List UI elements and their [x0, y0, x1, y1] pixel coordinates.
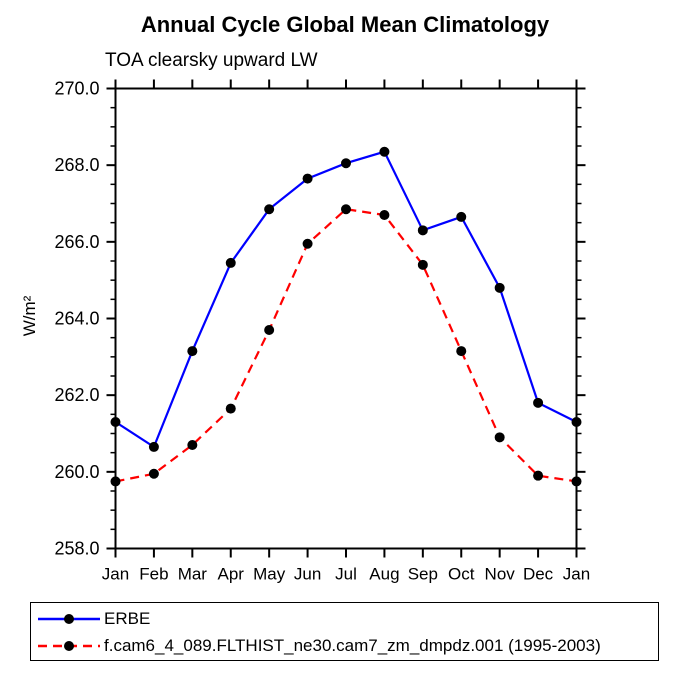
- y-tick-label: 270.0: [54, 79, 99, 99]
- x-tick-label: Apr: [218, 565, 245, 584]
- data-point-marker: [225, 257, 236, 268]
- data-point-marker: [110, 417, 121, 427]
- data-point-marker: [341, 158, 351, 169]
- data-point-marker: [456, 211, 467, 222]
- data-point-marker: [533, 470, 544, 481]
- x-tick-label: Aug: [369, 565, 399, 584]
- x-tick-label: May: [253, 565, 286, 584]
- x-tick-label: Nov: [485, 565, 516, 584]
- data-point-marker: [302, 173, 313, 184]
- x-tick-label: Jan: [563, 565, 590, 584]
- data-point-marker: [456, 346, 467, 357]
- data-point-marker: [148, 468, 159, 479]
- data-point-marker: [417, 259, 428, 270]
- data-point-marker: [417, 225, 428, 236]
- erbe-line: [114, 150, 577, 449]
- model-line: [115, 208, 577, 483]
- legend-label-model: f.cam6_4_089.FLTHIST_ne30.cam7_zm_dmpdz.…: [104, 636, 601, 656]
- x-tick-label: Jun: [294, 565, 321, 584]
- legend-marker-icon: [64, 613, 74, 624]
- data-point-marker: [494, 432, 505, 443]
- x-tick-label: Feb: [139, 565, 168, 584]
- data-point-marker: [571, 476, 582, 487]
- data-point-marker: [341, 204, 351, 215]
- data-point-marker: [187, 440, 198, 450]
- y-tick-label: 266.0: [54, 232, 99, 252]
- x-tick-label: Oct: [448, 565, 475, 584]
- data-point-marker: [264, 204, 275, 215]
- data-point-marker: [302, 238, 313, 249]
- plot-border: [114, 87, 578, 550]
- x-tick-label: Mar: [178, 565, 208, 584]
- chart-title: Annual Cycle Global Mean Climatology: [140, 12, 550, 37]
- y-tick-label: 264.0: [54, 309, 99, 329]
- data-point-marker: [264, 325, 275, 335]
- data-point-marker: [110, 476, 121, 487]
- y-tick-label: 258.0: [54, 539, 99, 559]
- y-tick-label: 262.0: [54, 385, 99, 405]
- data-point-marker: [148, 441, 159, 452]
- data-point-marker: [225, 403, 236, 414]
- legend-entry-model: f.cam6_4_089.FLTHIST_ne30.cam7_zm_dmpdz.…: [36, 633, 658, 661]
- data-point-marker: [379, 146, 390, 157]
- legend-entry-erbe: ERBE: [36, 605, 658, 633]
- x-tick-label: Sep: [408, 565, 438, 584]
- chart-subtitle: TOA clearsky upward LW: [105, 50, 318, 71]
- x-tick-label: Dec: [523, 565, 554, 584]
- data-point-marker: [571, 417, 582, 427]
- x-tick-label: Jan: [102, 565, 129, 584]
- data-point-marker: [494, 282, 505, 293]
- legend-label-erbe: ERBE: [104, 608, 151, 628]
- legend-line-sample-erbe: [38, 613, 100, 624]
- legend-line-sample-model: [38, 641, 100, 652]
- y-tick-label: 268.0: [54, 155, 99, 175]
- data-point-marker: [533, 397, 544, 408]
- data-point-marker: [187, 346, 198, 357]
- data-point-marker: [379, 210, 390, 220]
- legend-marker-icon: [64, 641, 74, 652]
- x-tick-label: Jul: [335, 565, 357, 584]
- y-tick-label: 260.0: [54, 462, 99, 482]
- legend-box: ERBE f.cam6_4_089.FLTHIST_ne30.cam7_zm_d…: [30, 602, 659, 661]
